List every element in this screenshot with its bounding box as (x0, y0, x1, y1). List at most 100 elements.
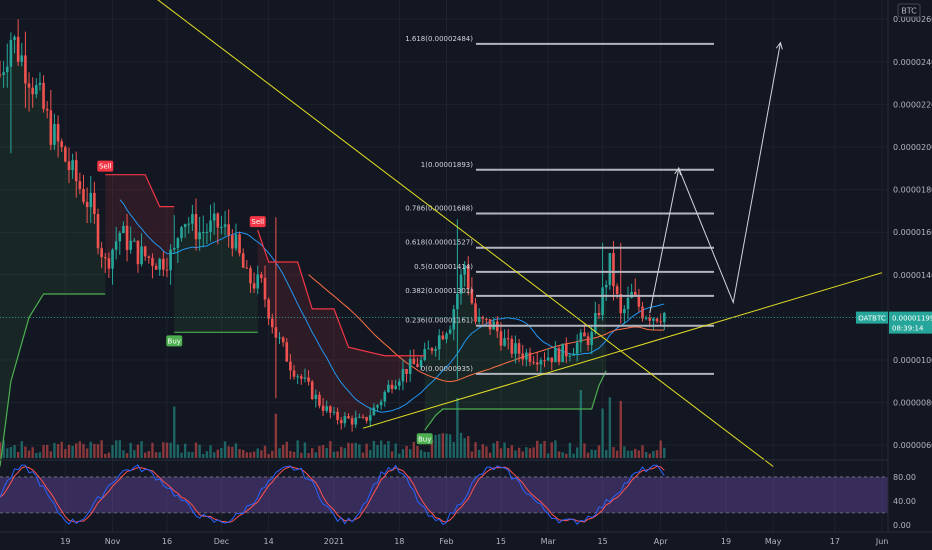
candle-body (325, 406, 328, 411)
volume-bar (82, 443, 85, 458)
symbol-label-text: OATBTC (858, 315, 886, 323)
candle-body (583, 332, 586, 337)
candle-body (405, 368, 408, 374)
candle-body (183, 224, 187, 228)
candle-body (546, 357, 550, 361)
candle-body (85, 201, 89, 208)
candle-body (430, 348, 434, 351)
volume-bar (24, 446, 27, 458)
volume-bar (514, 450, 517, 458)
volume-bar (318, 445, 321, 458)
candle-body (194, 214, 198, 240)
volume-bar (89, 441, 92, 458)
time-tick-label: 2021 (324, 537, 344, 546)
price-tick-label: 0.00002400 (893, 58, 932, 67)
signal-badge (166, 335, 183, 347)
candle-body (125, 225, 129, 250)
time-tick-label: 14 (264, 537, 274, 546)
volume-bar (394, 443, 397, 458)
candle-body (223, 224, 227, 227)
stoch-band (0, 476, 888, 513)
candle-body (216, 213, 220, 228)
signal-label: Buy (168, 337, 181, 345)
candle-body (550, 357, 554, 363)
candle-body (470, 288, 474, 304)
signal-badge (249, 216, 266, 228)
volume-bar (165, 442, 169, 458)
candle-body (619, 293, 623, 314)
candle-body (267, 299, 270, 319)
time-tick-label: Dec (214, 537, 229, 546)
candle-body (256, 274, 260, 289)
volume-bar (202, 453, 205, 458)
volume-bar (151, 442, 154, 458)
volume-bar (372, 440, 376, 458)
candle-body (78, 181, 82, 189)
candle-body (278, 337, 281, 339)
volume-bar (125, 453, 129, 458)
price-tick-label: 0.00002600 (893, 15, 932, 24)
volume-bar (292, 451, 296, 458)
candle-body (488, 319, 492, 330)
buy-signal: Buy (416, 433, 433, 445)
candle-body (67, 161, 71, 171)
supertrend-red (105, 174, 175, 208)
candle-body (307, 377, 310, 382)
volume-bar (9, 446, 13, 458)
volume-bar (321, 445, 325, 458)
candle-body (525, 352, 528, 360)
volume-bar (481, 444, 484, 458)
stoch-k-line (0, 464, 665, 526)
volume-bar (390, 451, 394, 458)
candle-body (419, 359, 423, 367)
candle-body (100, 248, 103, 258)
volume-bar (543, 440, 546, 458)
candle-body (314, 394, 318, 399)
volume-bar (169, 442, 172, 458)
time-tick-label: 15 (496, 537, 506, 546)
last-price-box (889, 311, 932, 334)
candle-body (368, 415, 372, 421)
symbol-label-box (856, 311, 888, 324)
trendlines (157, 0, 883, 467)
fib-level-label: 0.382(0.00001301) (405, 287, 473, 295)
volume-bar (140, 441, 143, 458)
volume-bar (583, 443, 586, 458)
candle-body (521, 353, 525, 360)
candle-body (387, 384, 390, 393)
candle-body (456, 293, 459, 310)
volume-bar (245, 452, 249, 458)
volume-bar (441, 433, 445, 458)
volume-bar (6, 448, 9, 458)
volume-bar (27, 450, 31, 458)
volume-bar (637, 450, 641, 458)
time-tick-label: Jun (875, 537, 889, 546)
volume-bar (20, 441, 23, 458)
volume-bar (405, 445, 408, 458)
candle-body (292, 370, 296, 377)
volume-bar (419, 449, 423, 458)
volume-bar (467, 436, 470, 458)
supertrend-fill-green (0, 38, 106, 467)
currency-badge: BTC (897, 3, 921, 18)
volume-bar (85, 448, 89, 458)
candle-body (114, 241, 118, 250)
volume-bar (49, 451, 53, 458)
price-tick-label: 0.00001400 (893, 271, 932, 280)
volume-bar (608, 397, 612, 458)
volume-bar (154, 452, 158, 458)
volume-bar (350, 443, 354, 458)
candle-body (445, 333, 448, 340)
volume-bar (242, 449, 245, 458)
candle-body (147, 256, 151, 259)
candle-body (506, 338, 510, 340)
volume-bar (499, 448, 503, 458)
candle-body (107, 258, 111, 269)
fib-level-label: 0.236(0.00001161) (405, 317, 473, 325)
volume-bar (572, 453, 575, 458)
volume-bar (361, 452, 365, 458)
volume-bar (492, 443, 495, 458)
volume-bar (659, 440, 662, 458)
candle-body (554, 348, 557, 363)
